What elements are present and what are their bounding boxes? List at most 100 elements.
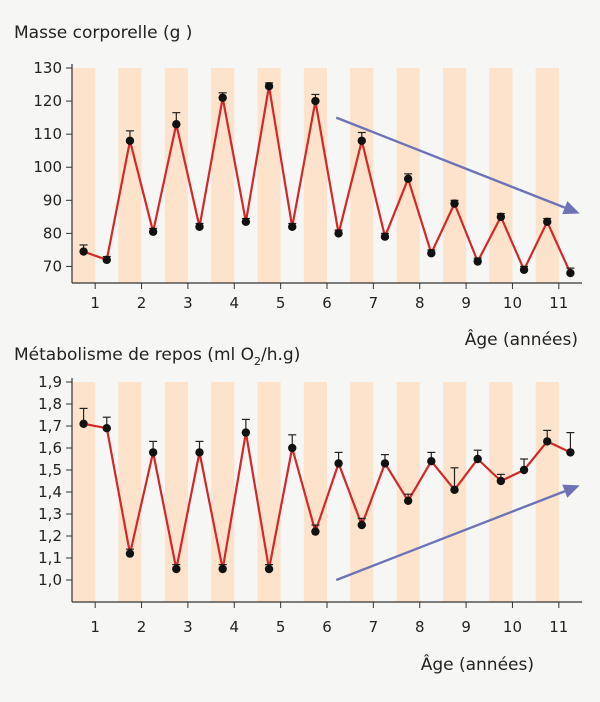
data-point <box>519 265 529 274</box>
data-point <box>79 247 88 256</box>
x-tick-label: 6 <box>322 618 332 636</box>
y-tick-label: 100 <box>33 158 62 176</box>
band <box>164 68 188 283</box>
y-tick-label: 1,6 <box>38 439 62 457</box>
y-tick-label: 130 <box>33 59 62 77</box>
y-tick-label: 1,3 <box>38 505 62 523</box>
band <box>489 382 513 602</box>
band <box>211 68 235 283</box>
data-point <box>427 457 436 466</box>
y-tick-label: 1,9 <box>38 373 62 391</box>
data-point <box>566 448 575 457</box>
data-point <box>241 217 251 227</box>
data-point <box>496 476 506 486</box>
data-point <box>380 459 390 468</box>
data-point <box>125 549 135 558</box>
band <box>164 382 188 602</box>
trend-arrow <box>335 490 566 582</box>
data-point <box>473 257 482 266</box>
data-point <box>218 93 227 102</box>
data-point <box>427 249 436 258</box>
data-point <box>403 496 413 505</box>
x-tick-label: 4 <box>229 618 239 636</box>
data-point <box>357 520 366 530</box>
y-tick-label: 1,1 <box>38 549 62 567</box>
data-point <box>473 454 482 464</box>
band <box>489 68 513 283</box>
x-tick-label: 4 <box>229 294 239 312</box>
data-point <box>450 485 459 494</box>
x-tick-label: 8 <box>415 618 425 636</box>
data-point <box>195 222 204 231</box>
band <box>72 382 96 602</box>
data-point <box>519 465 529 475</box>
trend-arrow-head <box>562 484 580 498</box>
band <box>118 382 142 602</box>
x-axis-label: Âge (années) <box>421 653 534 675</box>
data-point <box>148 448 158 457</box>
chart-1: Masse corporelle (g )7080901001101201301… <box>14 23 582 350</box>
chart-2: Métabolisme de repos (ml O2/h.g) 1,0 1,1 1,… <box>14 345 582 675</box>
x-tick-label: 11 <box>549 618 568 636</box>
band <box>303 382 327 602</box>
x-tick-label: 10 <box>503 618 522 636</box>
data-point <box>264 564 274 574</box>
data-point <box>241 428 251 437</box>
series-line <box>83 85 572 274</box>
x-tick-label: 3 <box>183 294 193 312</box>
band <box>535 382 559 602</box>
trend-arrow <box>335 116 566 209</box>
chart-title: Masse corporelle (g ) <box>14 23 192 43</box>
band <box>72 68 96 283</box>
y-tick-label: 1,7 <box>38 417 62 435</box>
band <box>535 68 559 283</box>
data-point <box>496 212 506 222</box>
data-point <box>148 227 158 236</box>
data-point <box>218 564 227 574</box>
x-tick-label: 6 <box>322 294 332 312</box>
x-tick-label: 5 <box>276 294 286 312</box>
data-point <box>288 443 297 453</box>
band <box>442 68 467 283</box>
data-point <box>334 229 343 238</box>
x-tick-label: 5 <box>276 618 286 636</box>
data-point <box>125 136 135 145</box>
trend-arrow-head <box>562 201 580 215</box>
y-tick-label: 1,0 <box>38 571 62 589</box>
x-tick-label: 11 <box>549 294 568 312</box>
x-tick-label: 7 <box>369 618 379 636</box>
data-point <box>543 437 552 446</box>
data-point <box>172 564 181 574</box>
y-tick-label: 1,8 <box>38 395 62 413</box>
y-tick-label: 1,4 <box>38 483 62 501</box>
data-point <box>357 136 366 145</box>
data-point <box>334 459 343 468</box>
x-tick-label: 2 <box>137 618 147 636</box>
data-point <box>543 217 552 227</box>
y-tick-label: 90 <box>43 191 62 209</box>
series-line <box>83 422 571 571</box>
band <box>303 68 327 283</box>
y-tick-label: 1,5 <box>38 461 62 479</box>
band <box>350 68 374 283</box>
x-tick-label: 8 <box>415 294 425 312</box>
y-tick-label: 120 <box>33 92 62 110</box>
data-point <box>311 96 320 106</box>
band <box>118 68 142 283</box>
data-point <box>264 81 274 91</box>
data-point <box>102 424 111 433</box>
data-point <box>380 232 390 241</box>
x-tick-label: 3 <box>183 618 193 636</box>
y-tick-label: 70 <box>43 257 62 275</box>
x-tick-label: 9 <box>461 618 471 636</box>
x-tick-label: 7 <box>369 294 379 312</box>
x-axis-label: Âge (années) <box>465 328 578 350</box>
data-point <box>288 222 297 231</box>
x-tick-label: 9 <box>461 294 471 312</box>
y-tick-label: 110 <box>33 125 62 143</box>
data-point <box>79 419 88 428</box>
x-tick-label: 1 <box>90 618 100 636</box>
band <box>257 382 281 602</box>
x-tick-label: 2 <box>137 294 147 312</box>
